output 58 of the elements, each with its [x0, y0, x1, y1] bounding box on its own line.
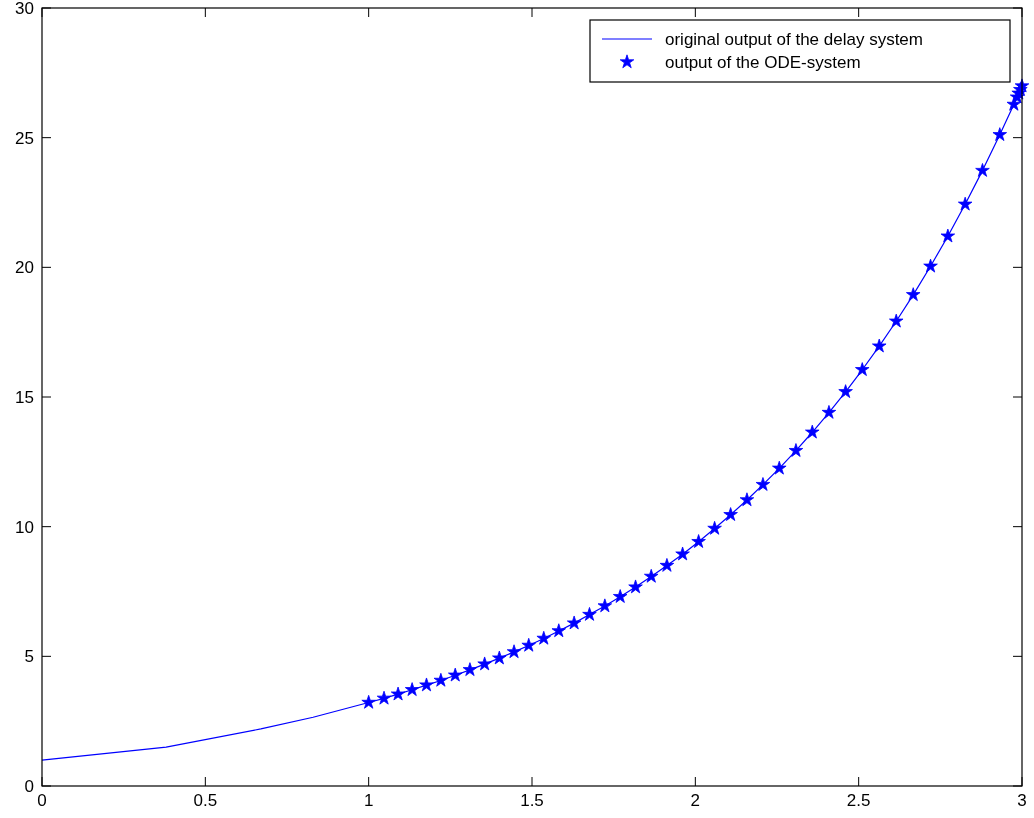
- x-tick-label: 2.5: [846, 791, 871, 810]
- legend-label: original output of the delay system: [665, 29, 923, 49]
- point: [975, 163, 990, 177]
- point: [612, 589, 628, 603]
- point: [551, 623, 566, 638]
- point: [992, 127, 1007, 142]
- x-tick-label: 1.5: [520, 791, 544, 810]
- point: [821, 405, 837, 419]
- point: [419, 677, 434, 692]
- x-tick-label: 2: [690, 791, 701, 810]
- point: [723, 507, 738, 521]
- point: [906, 287, 921, 302]
- x-tick-label: 1: [363, 791, 374, 810]
- point: [739, 492, 755, 507]
- point: [772, 460, 787, 475]
- y-tick-label: 10: [15, 517, 34, 537]
- point: [506, 644, 522, 659]
- y-tick-label: 30: [15, 0, 34, 18]
- x-tick-label: 0: [37, 791, 47, 810]
- y-tick-label: 0: [24, 776, 34, 796]
- point: [838, 384, 853, 399]
- point: [462, 662, 478, 677]
- point: [889, 313, 904, 328]
- point: [448, 667, 463, 682]
- point: [361, 694, 376, 709]
- point: [957, 196, 973, 211]
- y-tick-label: 25: [15, 128, 34, 148]
- point: [707, 520, 722, 535]
- y-tick-label: 5: [24, 647, 34, 667]
- point: [788, 443, 804, 457]
- point: [582, 607, 597, 621]
- point: [1014, 78, 1030, 93]
- point: [755, 477, 771, 491]
- point: [659, 558, 675, 572]
- point: [404, 682, 420, 696]
- point: [376, 690, 392, 705]
- point: [675, 546, 690, 561]
- point: [536, 630, 551, 645]
- point: [597, 598, 613, 613]
- x-tick-label: 0.5: [193, 791, 218, 810]
- point: [855, 362, 870, 376]
- y-tick-label: 15: [15, 387, 34, 407]
- point: [390, 686, 406, 701]
- point: [940, 228, 956, 243]
- x-tick-label: 3: [1017, 791, 1027, 810]
- point: [923, 258, 938, 273]
- point: [644, 568, 659, 583]
- point: [477, 656, 492, 671]
- legend-label: output of the ODE-system: [665, 52, 861, 72]
- point: [566, 615, 582, 630]
- point: [492, 650, 507, 665]
- point: [691, 534, 706, 548]
- point: [805, 424, 820, 439]
- y-tick-label: 20: [15, 258, 34, 278]
- point: [521, 637, 536, 652]
- point: [628, 579, 643, 594]
- point: [433, 672, 449, 687]
- point: [872, 338, 887, 353]
